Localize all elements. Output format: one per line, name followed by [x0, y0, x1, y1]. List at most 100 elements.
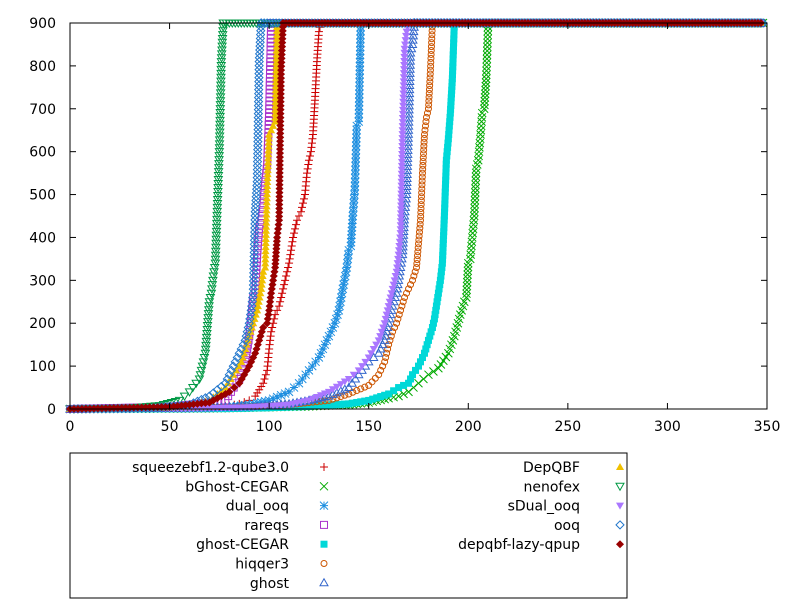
data-point: [399, 70, 408, 78]
data-point: [402, 32, 411, 40]
data-point: [246, 305, 256, 316]
data-point: [390, 387, 398, 395]
data-point: [474, 151, 483, 161]
data-point: [400, 53, 409, 61]
data-point: [396, 210, 405, 218]
data-point: [272, 42, 281, 50]
data-point: [248, 276, 259, 286]
data-point: [187, 384, 198, 393]
data-point: [264, 134, 273, 142]
data-point: [401, 41, 410, 49]
data-point: [426, 82, 434, 90]
data-point: [383, 307, 392, 315]
series-ghost-cegar: [66, 19, 766, 413]
data-point: [289, 383, 299, 392]
data-point: [303, 164, 312, 173]
data-point: [396, 234, 405, 242]
data-point: [442, 176, 450, 184]
data-point: [439, 247, 447, 255]
data-point: [399, 82, 408, 90]
data-point: [347, 378, 357, 387]
data-point: [424, 105, 432, 113]
data-point: [249, 227, 260, 237]
data-point: [211, 231, 222, 241]
data-point: [408, 30, 419, 40]
data-point: [427, 58, 435, 66]
data-point: [483, 30, 493, 40]
legend-label: squeezebf1.2-qube3.0: [132, 460, 289, 476]
x-tick-label: 150: [355, 419, 382, 435]
data-point: [248, 272, 259, 282]
data-point: [304, 160, 313, 169]
data-point: [212, 211, 222, 221]
data-point: [475, 134, 485, 144]
data-point: [251, 392, 260, 401]
data-point: [403, 125, 414, 134]
data-point: [441, 196, 449, 204]
data-point: [272, 50, 281, 58]
data-point: [271, 101, 280, 109]
data-point: [418, 189, 426, 197]
data-point: [287, 246, 296, 255]
data-point: [214, 128, 225, 138]
data-point: [272, 70, 281, 78]
data-point: [215, 109, 226, 118]
data-point: [254, 297, 263, 305]
data-point: [442, 168, 450, 176]
data-point: [399, 102, 408, 110]
series-ghost: [65, 17, 766, 413]
data-point: [247, 301, 257, 311]
data-point: [254, 237, 263, 246]
data-point: [212, 203, 223, 213]
data-point: [395, 243, 404, 251]
data-point: [476, 130, 485, 139]
y-tick-label: 600: [29, 145, 56, 161]
data-point: [351, 157, 360, 167]
data-point: [252, 156, 263, 167]
data-point: [398, 143, 407, 151]
data-point: [411, 268, 419, 276]
data-point: [261, 370, 270, 379]
data-point: [483, 26, 493, 36]
data-point: [482, 50, 492, 60]
data-point: [448, 71, 456, 79]
data-point: [352, 125, 361, 135]
data-point: [336, 297, 345, 307]
legend-label: dual_ooq: [226, 499, 289, 515]
legend-entry-hiqqer3: hiqqer3: [235, 557, 328, 573]
data-point: [254, 68, 264, 79]
data-point: [243, 336, 252, 344]
data-point: [264, 142, 273, 150]
data-point: [342, 263, 352, 272]
data-point: [326, 327, 336, 337]
data-point: [469, 220, 478, 229]
legend-entry-bghost-cegar: bGhost-CEGAR: [185, 479, 329, 495]
data-point: [253, 124, 263, 135]
data-point: [381, 315, 390, 323]
data-point: [398, 150, 407, 158]
data-point: [254, 76, 264, 87]
legend-label: rareqs: [244, 518, 289, 534]
data-point: [398, 154, 407, 162]
data-point: [253, 116, 263, 127]
data-point: [399, 298, 407, 306]
y-tick-label: 700: [29, 102, 56, 118]
data-point: [324, 388, 333, 396]
data-point: [354, 367, 363, 375]
data-point: [449, 59, 457, 67]
data-point: [271, 105, 280, 113]
data-point: [391, 288, 402, 297]
data-point: [420, 131, 428, 139]
data-point: [253, 96, 264, 107]
data-point: [344, 245, 354, 255]
data-point: [408, 26, 419, 36]
data-point: [294, 378, 304, 388]
y-tick-label: 300: [29, 273, 56, 289]
data-point: [271, 93, 280, 101]
data-point: [429, 319, 437, 327]
data-point: [255, 37, 265, 48]
data-point: [351, 141, 361, 151]
data-point: [479, 104, 489, 114]
y-tick-label: 900: [29, 16, 56, 32]
data-point: [407, 39, 418, 48]
